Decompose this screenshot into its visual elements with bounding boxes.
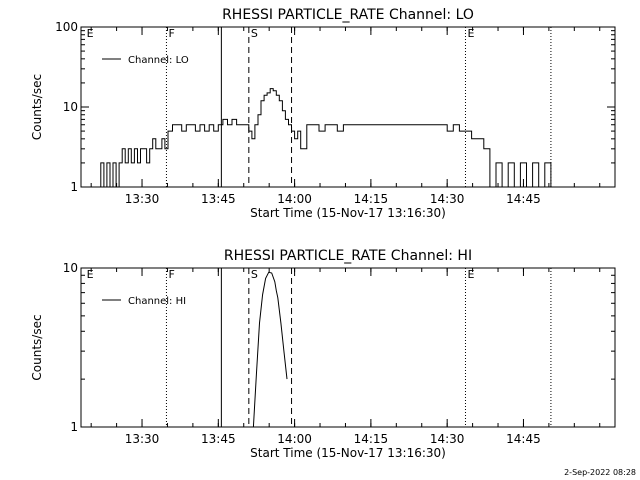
y-axis-label: Counts/sec	[30, 74, 44, 140]
x-tick-label: 14:30	[430, 432, 465, 446]
event-marker-label: E	[87, 268, 94, 281]
x-tick-label: 14:45	[506, 192, 541, 206]
y-tick-label: 1	[70, 180, 78, 194]
y-tick-label: 10	[63, 261, 78, 275]
x-axis-label: Start Time (15-Nov-17 13:16:30)	[250, 446, 446, 460]
series-line	[252, 271, 288, 428]
x-axis-label: Start Time (15-Nov-17 13:16:30)	[250, 206, 446, 220]
legend-entry: Channel: LO	[128, 55, 189, 66]
x-tick-label: 14:15	[354, 192, 389, 206]
event-marker-label: E	[467, 268, 474, 281]
panel-channel-lo: RHESSI PARTICLE_RATE Channel: LO 1 10 100 13…	[30, 7, 616, 220]
x-tick-label: 14:00	[277, 192, 312, 206]
event-marker-label: S	[251, 27, 258, 40]
y-tick-label: 1	[70, 420, 78, 434]
event-marker-label: F	[168, 268, 174, 281]
chart-title: RHESSI PARTICLE_RATE Channel: HI	[224, 248, 472, 264]
event-marker-label: S	[251, 268, 258, 281]
x-tick-label: 14:45	[506, 432, 541, 446]
event-marker-label: F	[168, 27, 174, 40]
x-tick-label: 13:30	[125, 192, 160, 206]
event-marker-label: E	[467, 27, 474, 40]
y-tick-label: 100	[55, 20, 78, 34]
y-axis-label: Counts/sec	[30, 314, 44, 380]
plot-frame	[80, 267, 616, 428]
x-tick-label: 14:30	[430, 192, 465, 206]
panel-channel-hi: RHESSI PARTICLE_RATE Channel: HI 1 10 13:30…	[30, 248, 616, 460]
legend-entry: Channel: HI	[128, 296, 186, 307]
y-tick-label: 10	[63, 100, 78, 114]
x-tick-label: 13:45	[201, 192, 236, 206]
x-tick-label: 13:45	[201, 432, 236, 446]
x-tick-label: 13:30	[125, 432, 160, 446]
timestamp: 2-Sep-2022 08:28	[564, 468, 636, 477]
x-tick-label: 14:15	[354, 432, 389, 446]
chart-title: RHESSI PARTICLE_RATE Channel: LO	[222, 7, 474, 23]
x-tick-label: 14:00	[277, 432, 312, 446]
event-marker-label: E	[87, 27, 94, 40]
series-line	[97, 88, 552, 188]
